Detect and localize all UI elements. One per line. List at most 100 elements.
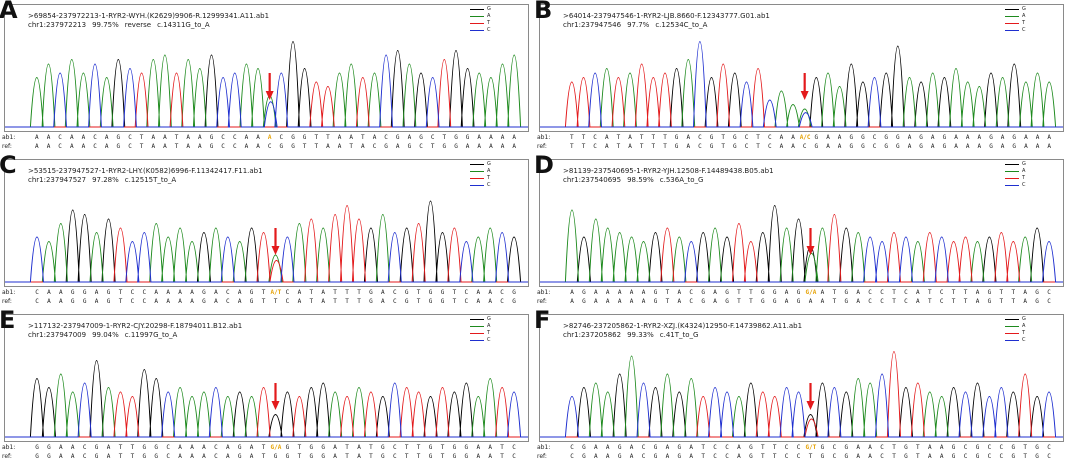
- base-ref: A: [1035, 143, 1040, 150]
- base-ref: T: [404, 453, 409, 460]
- base-ref: A: [58, 453, 63, 460]
- mutation-arrow-head: [265, 91, 274, 100]
- base-ref: C: [880, 298, 884, 305]
- base-ref: A: [713, 298, 717, 305]
- base-read: G: [749, 444, 753, 451]
- base-ref: A: [249, 453, 254, 460]
- base-ref: T: [174, 143, 179, 150]
- trace-g: [5, 360, 528, 438]
- base-ref: G: [844, 298, 849, 305]
- base-read: G: [987, 289, 992, 296]
- base-ref: A: [34, 143, 39, 150]
- base-read: A/T: [270, 289, 282, 296]
- base-read: G: [237, 444, 242, 451]
- base-ref: G: [987, 298, 992, 305]
- base-read: T: [737, 289, 741, 296]
- base-ref: G: [884, 143, 888, 150]
- base-ref: G: [249, 298, 254, 305]
- base-ref: C: [880, 453, 884, 460]
- base-read: G: [321, 444, 325, 451]
- base-ref: A: [791, 143, 795, 150]
- base-read: G: [70, 289, 75, 296]
- base-ref: A: [977, 143, 982, 150]
- base-read: C: [142, 289, 147, 296]
- base-ref: G: [452, 453, 457, 460]
- base-read: A: [641, 289, 646, 296]
- base-ref: C: [784, 453, 789, 460]
- base-ref: A: [1047, 143, 1051, 150]
- base-ref: G: [582, 453, 586, 460]
- base-ref: C: [999, 453, 1004, 460]
- base-ref: G: [279, 143, 284, 150]
- base-read: A: [977, 134, 982, 141]
- base-ref: A: [689, 453, 693, 460]
- info-identity: 97.7%: [627, 21, 650, 29]
- legend-swatch: [1005, 171, 1019, 172]
- legend-swatch: [470, 16, 484, 17]
- base-ref: A: [154, 298, 158, 305]
- base-read: C: [641, 444, 646, 451]
- base-read: G: [154, 444, 158, 451]
- base-read: G: [904, 444, 908, 451]
- base-ref: C: [796, 453, 801, 460]
- base-read: A: [826, 134, 830, 141]
- base-read: A: [256, 134, 260, 141]
- base-read: G: [142, 444, 147, 451]
- legend-entry-a: A: [470, 13, 525, 20]
- base-read: T: [297, 444, 302, 451]
- base-read: G: [861, 134, 865, 141]
- base-ref: A: [70, 453, 75, 460]
- base-read: A: [784, 289, 789, 296]
- info-mutation: c.14311G_to_A: [157, 21, 210, 29]
- base-read: G: [1012, 134, 1016, 141]
- base-read: G: [725, 289, 729, 296]
- base-read: A: [333, 444, 337, 451]
- legend-swatch: [1005, 185, 1019, 186]
- base-ref: A: [190, 298, 194, 305]
- base-ref: A: [641, 298, 646, 305]
- ref-label: ref:: [2, 453, 12, 460]
- base-read: A: [605, 289, 610, 296]
- info-pos: chr1:237947009: [28, 331, 87, 339]
- sample-title: >82746-237205862-1-RYR2-XZJ.(K4324)12950…: [563, 322, 803, 330]
- base-read: G: [419, 134, 423, 141]
- base-ref: C: [832, 453, 837, 460]
- base-read: G: [1035, 444, 1039, 451]
- base-read: G/T: [805, 444, 817, 451]
- base-ref: G: [942, 143, 947, 150]
- base-ref: A: [628, 143, 632, 150]
- base-ref: A: [214, 298, 218, 305]
- base-ref: T: [297, 453, 302, 460]
- base-ref: T: [333, 298, 337, 305]
- info-mutation: c.11997G_to_A: [124, 331, 178, 339]
- base-ref: A: [202, 453, 206, 460]
- legend-label: C: [1022, 27, 1026, 33]
- base-ref: A: [677, 298, 682, 305]
- base-ref: G: [116, 143, 121, 150]
- base-read: A: [178, 289, 182, 296]
- legend-swatch: [1005, 9, 1019, 10]
- info-identity: 98.59%: [627, 176, 654, 184]
- base-read: A: [907, 134, 912, 141]
- base-ref: G: [653, 298, 658, 305]
- chromatogram-panel-e: E >117132-237947009-1-RYR2-CJY.20298-F.18…: [0, 308, 530, 462]
- base-read: G: [989, 134, 993, 141]
- variant-info: chr1:237947009 99.04% c.11997G_to_A: [28, 331, 183, 340]
- base-read: G: [94, 444, 99, 451]
- base-read: C: [128, 134, 132, 141]
- base-read: G: [82, 289, 87, 296]
- base-ref: T: [892, 453, 896, 460]
- base-read: T: [139, 134, 144, 141]
- base-ref: T: [808, 453, 813, 460]
- legend-swatch: [470, 164, 484, 165]
- base-read: C: [58, 134, 62, 141]
- legend-swatch: [1005, 23, 1019, 24]
- base-read: T: [261, 289, 266, 296]
- base-read: T: [442, 134, 447, 141]
- base-ref: G: [464, 453, 469, 460]
- base-read: A: [190, 289, 194, 296]
- base-ref: T: [1023, 453, 1027, 460]
- base-ref: C: [744, 143, 749, 150]
